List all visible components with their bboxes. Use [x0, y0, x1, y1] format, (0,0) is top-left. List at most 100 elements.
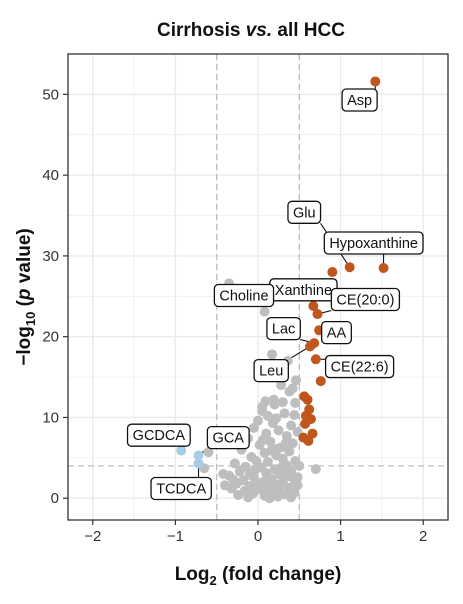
- point-ns: [272, 443, 282, 454]
- annotation-box: [150, 476, 212, 501]
- annotation-text: Asp: [347, 93, 372, 109]
- point-ns: [291, 375, 301, 386]
- x-tick-label: 2: [419, 528, 427, 545]
- point-ns: [265, 436, 276, 447]
- point-up: [378, 263, 389, 274]
- y-axis-title: −log10 (p value): [14, 228, 38, 365]
- point-up: [307, 428, 318, 439]
- point-ns: [257, 435, 268, 446]
- y-tick-label: 40: [42, 167, 59, 184]
- point-ns: [278, 467, 289, 478]
- annotation-text: TCDCA: [156, 482, 206, 498]
- annotation-label: CE(20:0): [330, 287, 401, 312]
- point-down: [193, 450, 204, 461]
- point-up: [344, 262, 355, 273]
- point-ns: [281, 437, 292, 448]
- annotation-box: [341, 88, 378, 112]
- annotation-box: [253, 358, 289, 383]
- point-ns: [249, 465, 260, 476]
- x-tick-label: 0: [254, 528, 262, 545]
- data-points: [176, 76, 389, 504]
- point-up: [305, 341, 316, 352]
- point-ns: [253, 478, 263, 489]
- point-ns: [262, 456, 273, 467]
- annotation-label: GCA: [206, 425, 250, 450]
- x-tick-label: 1: [336, 528, 344, 545]
- annotation-label: Lac: [266, 316, 301, 341]
- annotation-text: Choline: [219, 288, 268, 304]
- point-ns: [243, 492, 254, 503]
- point-down: [193, 458, 204, 469]
- x-tick-label: −2: [84, 528, 101, 545]
- point-ns: [262, 410, 273, 421]
- annotation-text: Glu: [293, 205, 316, 221]
- point-up: [310, 354, 321, 365]
- point-up: [315, 376, 326, 387]
- point-ns: [284, 386, 295, 397]
- annotation-text: CE(22:6): [331, 360, 389, 376]
- point-ns: [284, 446, 295, 457]
- point-ns: [263, 485, 274, 496]
- point-ns: [294, 460, 305, 471]
- point-ns: [260, 396, 271, 407]
- annotation-label: Xanthine: [269, 278, 338, 302]
- point-ns: [272, 491, 283, 502]
- point-up: [300, 418, 311, 429]
- y-tick-label: 10: [42, 409, 59, 426]
- annotation-box: [126, 423, 191, 447]
- annotation-text: Xanthine: [275, 283, 332, 299]
- x-axis-title: Log2 (fold change): [175, 564, 342, 588]
- annotation-text: CE(20:0): [336, 293, 394, 309]
- point-ns: [229, 458, 240, 469]
- y-tick-label: 50: [42, 86, 59, 103]
- point-ns: [268, 394, 279, 405]
- point-ns: [271, 413, 282, 424]
- point-up: [370, 76, 381, 87]
- point-up: [312, 309, 323, 320]
- annotation-label: Asp: [341, 88, 378, 112]
- annotation-label: TCDCA: [150, 476, 212, 501]
- point-ns: [277, 397, 288, 408]
- point-ns: [233, 489, 244, 500]
- annotation-label: Leu: [253, 358, 289, 383]
- point-ns: [234, 466, 245, 477]
- annotation-label: Choline: [213, 283, 275, 308]
- annotation-box: [324, 354, 395, 379]
- point-ns: [251, 456, 262, 467]
- x-tick-label: −1: [167, 528, 184, 545]
- point-ns: [253, 415, 263, 426]
- chart-title: Cirrhosis vs. all HCC: [157, 20, 345, 41]
- annotation-label: AA: [320, 320, 352, 345]
- annotation-text: AA: [327, 326, 347, 342]
- annotation-text: Leu: [259, 364, 283, 380]
- point-ns: [273, 425, 284, 436]
- point-ns: [224, 470, 235, 481]
- annotation-label: CE(22:6): [324, 354, 395, 379]
- annotation-text: Lac: [272, 322, 295, 338]
- annotation-label: Glu: [287, 200, 322, 224]
- y-tick-label: 20: [42, 329, 59, 346]
- annotation-label: GCDCA: [126, 423, 191, 447]
- annotation-box: [213, 283, 275, 308]
- y-tick-label: 30: [42, 248, 59, 265]
- annotation-box: [266, 316, 301, 341]
- annotation-text: Hypoxanthine: [329, 236, 418, 252]
- point-up: [308, 300, 319, 311]
- annotation-box: [320, 320, 352, 345]
- point-ns: [286, 420, 297, 431]
- point-ns: [276, 380, 287, 391]
- point-ns: [203, 447, 214, 458]
- point-ns: [292, 472, 303, 483]
- annotation-box: [323, 231, 424, 255]
- annotation-box: [206, 425, 250, 450]
- annotation-labels: Asp Glu Hypoxanthine Xanthine Choline CE(20:0…: [126, 88, 424, 501]
- point-down: [176, 445, 187, 456]
- point-ns: [267, 349, 278, 360]
- point-ns: [286, 492, 297, 503]
- point-ns: [259, 306, 270, 317]
- point-ns: [310, 464, 321, 475]
- point-ns: [264, 493, 275, 504]
